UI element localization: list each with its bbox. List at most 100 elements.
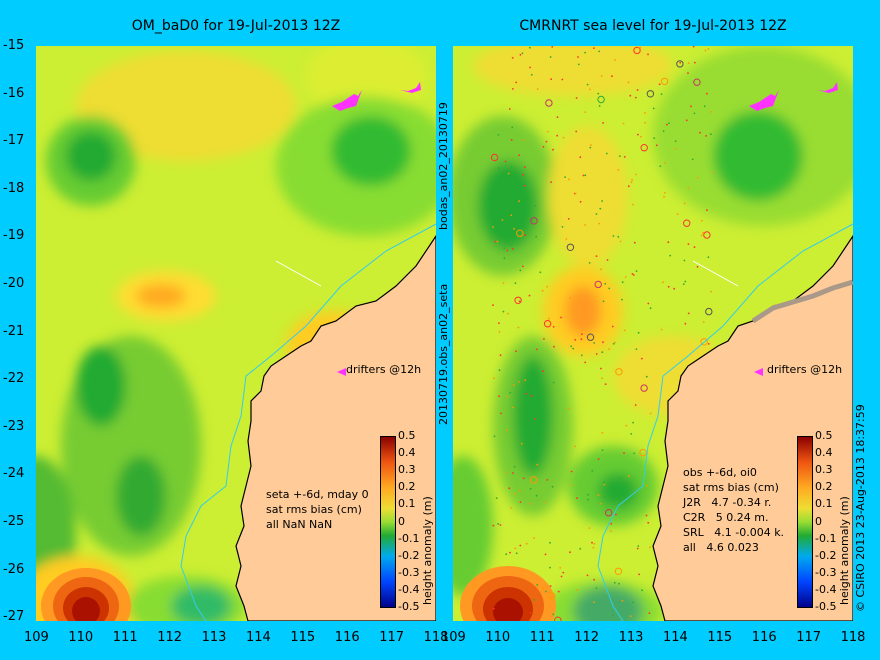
- left-stats-line: sat rms bias (cm): [266, 503, 362, 516]
- y-tick-label: -17: [3, 133, 25, 149]
- obs-marker: [545, 419, 548, 422]
- obs-marker: [605, 152, 608, 155]
- obs-marker: [674, 147, 677, 150]
- left-stats-line: seta +-6d, mday 0: [266, 488, 369, 501]
- obs-marker: [687, 243, 690, 246]
- obs-marker: [618, 477, 621, 480]
- obs-marker: [542, 588, 544, 591]
- obs-marker: [534, 205, 536, 207]
- obs-marker: [709, 133, 712, 136]
- obs-marker: [528, 46, 531, 49]
- obs-marker: [500, 412, 502, 415]
- x-tick-label: 113: [201, 630, 227, 645]
- obs-marker: [536, 584, 539, 586]
- obs-marker: [683, 219, 691, 227]
- obs-marker: [529, 66, 531, 69]
- colorbar-tick-label: 0.1: [398, 497, 416, 511]
- obs-marker: [676, 60, 684, 68]
- obs-marker: [633, 452, 636, 455]
- obs-marker: [497, 133, 500, 136]
- obs-marker: [636, 547, 639, 550]
- obs-marker: [509, 551, 511, 554]
- obs-marker: [510, 214, 513, 217]
- obs-marker: [502, 310, 505, 313]
- colorbar-tick-label: -0.4: [815, 582, 837, 596]
- obs-marker: [660, 93, 663, 95]
- colorbar-tick-label: 0.3: [398, 463, 416, 477]
- right-drifters-label: drifters @12h: [767, 363, 843, 376]
- x-tick-label: 111: [529, 630, 555, 645]
- obs-marker: [530, 73, 533, 76]
- obs-marker: [700, 234, 703, 237]
- colorbar-tick-label: 0.4: [398, 446, 416, 460]
- obs-marker: [562, 136, 565, 139]
- x-tick-label: 112: [157, 630, 183, 645]
- obs-marker: [510, 138, 513, 141]
- obs-marker: [601, 200, 603, 202]
- obs-marker: [559, 567, 562, 569]
- x-tick-label: 118: [840, 630, 866, 645]
- obs-marker: [553, 345, 555, 348]
- obs-marker: [687, 72, 689, 74]
- obs-marker: [687, 187, 690, 190]
- colorbar-tick-label: 0.1: [815, 497, 833, 511]
- obs-marker: [630, 433, 633, 435]
- obs-marker: [511, 406, 514, 409]
- obs-marker: [514, 547, 517, 550]
- right-panel-title: CMRNRT sea level for 19-Jul-2013 12Z: [519, 18, 787, 34]
- obs-marker: [595, 255, 598, 257]
- obs-marker: [601, 351, 604, 354]
- obs-marker: [608, 348, 610, 350]
- obs-marker: [499, 524, 502, 526]
- obs-marker: [637, 545, 640, 547]
- obs-marker: [632, 274, 635, 276]
- obs-marker: [623, 329, 626, 332]
- obs-marker: [632, 421, 634, 424]
- x-tick-label: 117: [379, 630, 405, 645]
- obs-marker: [612, 614, 614, 617]
- obs-marker: [552, 148, 554, 151]
- obs-marker: [561, 226, 564, 228]
- obs-marker: [586, 333, 595, 341]
- obs-marker: [503, 247, 506, 250]
- obs-marker: [627, 81, 630, 84]
- obs-marker: [523, 166, 526, 168]
- obs-marker: [659, 165, 662, 167]
- obs-marker: [547, 317, 550, 320]
- x-tick-label: 109: [441, 630, 466, 645]
- y-tick-label: -26: [3, 561, 25, 577]
- right-stats: obs +-6d, oi0 sat rms bias (cm) J2R 4.7 -0…: [683, 465, 784, 555]
- obs-marker: [631, 178, 633, 181]
- obs-marker: [552, 326, 555, 328]
- y-tick-label: -16: [3, 85, 25, 101]
- obs-marker: [580, 338, 583, 341]
- obs-marker: [512, 384, 515, 386]
- obs-marker: [602, 122, 604, 124]
- obs-marker: [529, 502, 532, 505]
- obs-marker: [518, 200, 520, 203]
- obs-marker: [674, 140, 677, 142]
- obs-marker: [693, 246, 696, 249]
- obs-marker: [699, 131, 701, 134]
- obs-marker: [518, 490, 521, 492]
- obs-marker: [529, 611, 532, 614]
- obs-marker: [648, 612, 651, 615]
- obs-marker: [692, 46, 695, 48]
- right-map-panel: [453, 46, 853, 621]
- obs-marker: [501, 219, 504, 221]
- obs-marker: [667, 241, 670, 244]
- obs-marker: [522, 139, 525, 141]
- obs-marker: [614, 341, 616, 344]
- obs-marker: [696, 265, 699, 268]
- x-tick-label: 114: [663, 630, 688, 645]
- obs-marker: [610, 530, 612, 532]
- obs-marker: [498, 330, 501, 333]
- obs-marker: [625, 424, 628, 427]
- obs-marker: [664, 162, 667, 164]
- obs-marker: [546, 479, 549, 481]
- right-stats-line: all 4.6 0.023: [683, 541, 759, 554]
- obs-marker: [598, 222, 601, 225]
- obs-marker: [507, 172, 510, 175]
- y-tick-label: -21: [3, 323, 25, 339]
- obs-marker: [707, 343, 710, 345]
